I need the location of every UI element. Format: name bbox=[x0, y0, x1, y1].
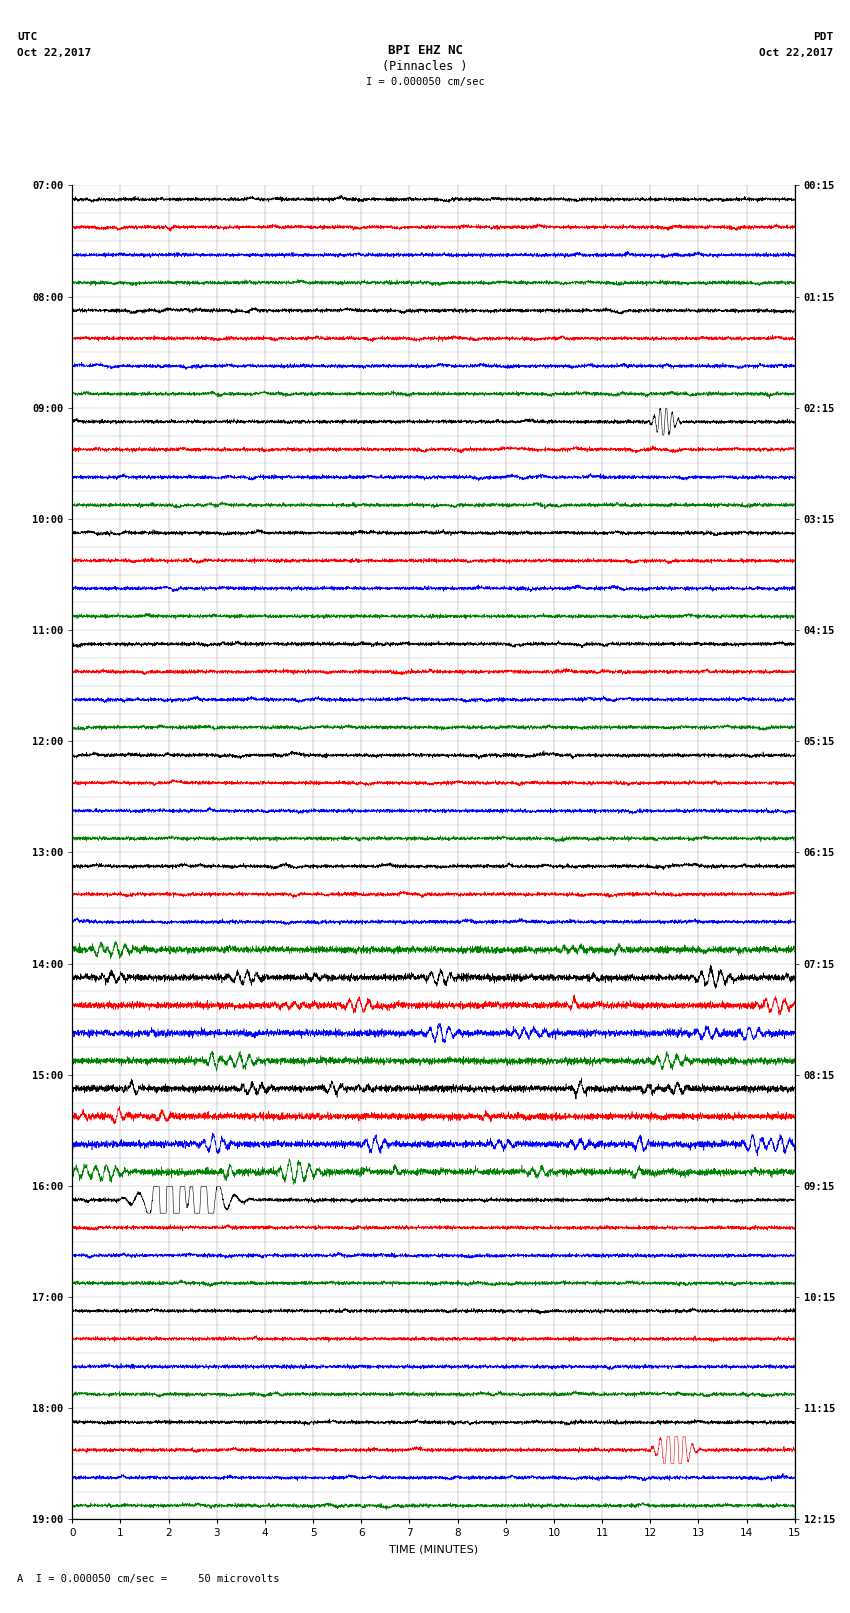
Text: PDT: PDT bbox=[813, 32, 833, 42]
Text: I = 0.000050 cm/sec: I = 0.000050 cm/sec bbox=[366, 77, 484, 87]
Text: (Pinnacles ): (Pinnacles ) bbox=[382, 60, 468, 73]
Text: BPI EHZ NC: BPI EHZ NC bbox=[388, 44, 462, 56]
X-axis label: TIME (MINUTES): TIME (MINUTES) bbox=[389, 1544, 478, 1553]
Text: A  I = 0.000050 cm/sec =     50 microvolts: A I = 0.000050 cm/sec = 50 microvolts bbox=[17, 1574, 280, 1584]
Text: Oct 22,2017: Oct 22,2017 bbox=[759, 48, 833, 58]
Text: UTC: UTC bbox=[17, 32, 37, 42]
Text: Oct 22,2017: Oct 22,2017 bbox=[17, 48, 91, 58]
